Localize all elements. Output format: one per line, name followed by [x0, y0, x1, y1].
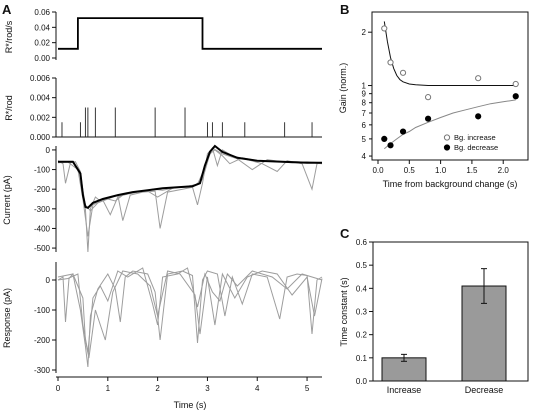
stimulus-y-tick-label: 0.00 — [34, 54, 50, 63]
response-y-tick-label: 0 — [46, 276, 51, 285]
panel-b-y-tick-label: 8 — [362, 99, 367, 108]
panel-a-current: 0 -100 -200 -300 -400 -500 Current (pA) — [2, 144, 323, 253]
panel-b-y-tick-label: 9 — [362, 90, 367, 99]
panel-c-category-label: Increase — [387, 385, 422, 395]
response-gray-trace — [57, 270, 323, 359]
panel-b-y-tick-label: 2 — [362, 28, 367, 37]
current-mean-trace — [58, 144, 322, 209]
panel-b-point-increase — [399, 69, 407, 76]
panel-b-point-decrease — [381, 135, 388, 142]
panel-b-x-tick-label: 0.5 — [404, 166, 416, 175]
panel-b-legend-marker — [443, 144, 451, 151]
panel-b-fit-curve — [383, 21, 516, 86]
panel-b-point-increase — [381, 25, 388, 32]
panel-c-y-tick-label: 0.5 — [356, 261, 368, 270]
panel-c-y-tick-label: 0.3 — [356, 308, 368, 317]
photon-y-tick-label: 0.000 — [30, 133, 51, 142]
photon-y-label: R*/rod — [4, 95, 14, 121]
response-x-tick-label: 3 — [205, 384, 210, 393]
response-gray-trace — [57, 270, 323, 368]
current-gray-trace — [57, 146, 323, 253]
panel-b-y-tick-label: 5 — [362, 135, 367, 144]
panel-c-y-tick-label: 0.6 — [356, 238, 368, 247]
panel-c-y-tick-label: 0.1 — [356, 354, 368, 363]
photon-y-tick-label: 0.004 — [30, 94, 51, 103]
panel-b-point-decrease — [424, 115, 432, 122]
panel-b-point-increase — [512, 80, 519, 88]
panel-b-x-label: Time from background change (s) — [383, 179, 518, 189]
panel-c-category-label: Decrease — [465, 385, 504, 395]
panel-b-point-decrease — [475, 113, 482, 120]
current-y-tick-label: -100 — [34, 166, 51, 175]
current-y-tick-label: -200 — [34, 185, 51, 194]
panel-b-point-decrease — [399, 128, 407, 135]
panel-b-x-tick-label: 0.0 — [372, 166, 384, 175]
stimulus-y-tick-label: 0.02 — [34, 39, 50, 48]
panel-b-point-decrease — [512, 93, 519, 100]
response-y-tick-label: -300 — [34, 366, 51, 375]
panel-b-x-tick-label: 2.0 — [498, 166, 510, 175]
current-y-tick-label: -300 — [34, 205, 51, 214]
panel-b-point-increase — [424, 94, 432, 101]
response-x-tick-label: 5 — [305, 384, 310, 393]
stimulus-y-tick-label: 0.06 — [34, 8, 50, 17]
response-x-label: Time (s) — [174, 400, 207, 410]
current-y-tick-label: -500 — [34, 244, 51, 253]
panel-b-x-tick-label: 1.0 — [435, 166, 447, 175]
stimulus-trace — [58, 17, 322, 50]
panel-b-legend-label: Bg. increase — [454, 133, 496, 142]
stimulus-y-label: R*/rod/s — [4, 20, 14, 53]
response-x-tick-label: 4 — [255, 384, 260, 393]
response-x-tick-label: 2 — [155, 384, 160, 393]
current-y-tick-label: 0 — [46, 146, 51, 155]
panel-b-y-tick-label: 1 — [362, 82, 367, 91]
panel-c-y-tick-label: 0.0 — [356, 377, 368, 386]
panel-letter-a: A — [2, 2, 12, 17]
panel-a-photon-raster: 0.006 0.004 0.002 0.000 R*/rod — [4, 74, 322, 142]
photon-y-tick-label: 0.006 — [30, 74, 51, 83]
panel-b-legend-label: Bg. decrease — [454, 143, 498, 152]
response-x-tick-label: 0 — [56, 384, 61, 393]
current-y-label: Current (pA) — [2, 175, 12, 225]
panel-c-y-label: Time constant (s) — [339, 277, 349, 346]
panel-b-x-tick-label: 1.5 — [466, 166, 478, 175]
panel-b-legend-marker — [443, 134, 451, 141]
panel-a-response: 0 -100 -200 -300 0 1 2 3 4 5 Response (pA) Time (s) — [2, 262, 323, 410]
response-y-tick-label: -100 — [34, 306, 51, 315]
panel-b-y-tick-label: 4 — [362, 152, 367, 161]
response-gray-trace — [57, 267, 323, 353]
panel-a-stimulus: 0.06 0.04 0.02 0.00 R*/rod/s — [4, 8, 322, 63]
photon-y-tick-label: 0.002 — [30, 113, 51, 122]
panel-b-y-tick-label: 6 — [362, 121, 367, 130]
panel-b-point-decrease — [387, 142, 394, 149]
response-y-label: Response (pA) — [2, 288, 12, 348]
panel-b-fit-curve — [383, 99, 516, 150]
response-y-tick-label: -200 — [34, 336, 51, 345]
current-y-tick-label: -400 — [34, 224, 51, 233]
panel-c-y-tick-label: 0.2 — [356, 331, 368, 340]
panel-c-y-tick-label: 0.4 — [356, 284, 368, 293]
panel-b-point-increase — [475, 75, 482, 82]
panel-c-time-constant: 0.0 0.1 0.2 0.3 0.4 0.5 0.6 Time constant (s) In… — [339, 238, 529, 395]
panel-b-y-tick-label: 7 — [362, 109, 367, 118]
panel-letter-b: B — [340, 2, 349, 17]
panel-letter-c: C — [340, 226, 350, 241]
panel-b-y-label: Gain (norm.) — [338, 63, 348, 114]
response-x-tick-label: 1 — [106, 384, 111, 393]
panel-b-point-increase — [387, 59, 394, 66]
stimulus-y-tick-label: 0.04 — [34, 23, 50, 32]
